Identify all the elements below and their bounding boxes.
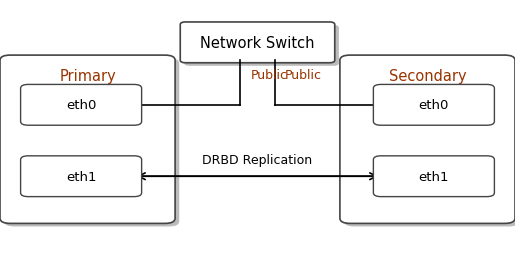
FancyBboxPatch shape: [184, 26, 339, 67]
Text: Primary: Primary: [59, 69, 116, 84]
Text: Secondary: Secondary: [389, 69, 466, 84]
FancyBboxPatch shape: [4, 59, 179, 227]
Text: DRBD Replication: DRBD Replication: [202, 153, 313, 166]
Text: eth1: eth1: [66, 170, 96, 183]
Text: eth0: eth0: [66, 99, 96, 112]
FancyBboxPatch shape: [344, 59, 515, 227]
FancyBboxPatch shape: [21, 85, 142, 126]
Text: Public: Public: [250, 69, 287, 82]
FancyBboxPatch shape: [180, 23, 335, 64]
FancyBboxPatch shape: [21, 156, 142, 197]
Text: Network Switch: Network Switch: [200, 36, 315, 51]
FancyBboxPatch shape: [373, 85, 494, 126]
FancyBboxPatch shape: [373, 156, 494, 197]
Text: eth0: eth0: [419, 99, 449, 112]
Text: eth1: eth1: [419, 170, 449, 183]
FancyBboxPatch shape: [0, 56, 175, 224]
Text: Public: Public: [285, 69, 322, 82]
FancyBboxPatch shape: [340, 56, 515, 224]
